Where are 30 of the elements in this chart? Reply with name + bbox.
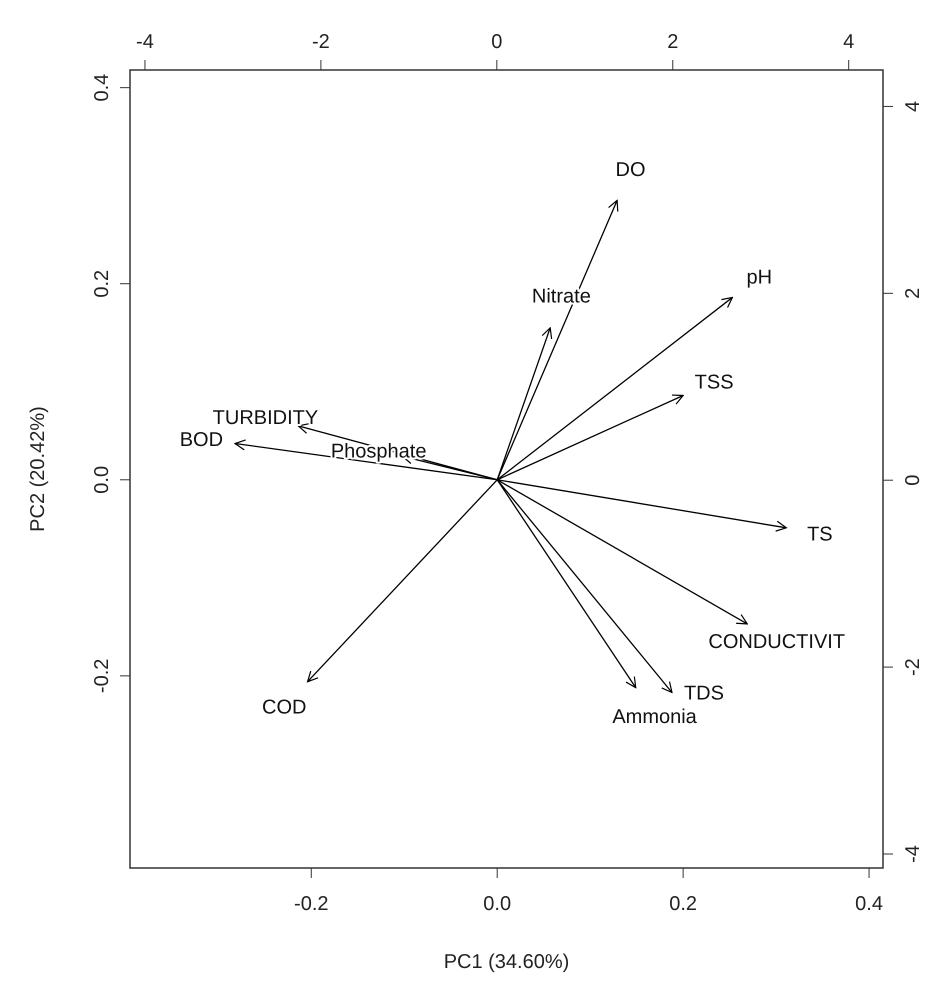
series-label: COD [262, 696, 307, 719]
series-label: Ammonia [612, 706, 698, 728]
series-label: CONDUCTIVIT [708, 630, 846, 653]
x-axis-title: PC1 (34.60%) [444, 951, 570, 973]
y-tick-label: 0.0 [91, 466, 113, 494]
x2-tick-label: 4 [843, 31, 854, 53]
y2-tick-label: 4 [902, 100, 924, 112]
y-tick-label: 0.4 [91, 74, 113, 102]
x-tick-label: 0.0 [483, 893, 512, 915]
y2-tick-label: -2 [902, 658, 924, 676]
y-axis-title: PC2 (20.42%) [27, 406, 49, 532]
series-label: TS [807, 523, 833, 546]
x-tick-label: 0.2 [669, 893, 698, 915]
y2-tick-label: 2 [902, 288, 924, 299]
series-label: TDS [684, 682, 724, 705]
y-tick-label: 0.2 [91, 270, 113, 298]
x2-tick-label: -4 [136, 31, 154, 53]
y-tick-label: -0.2 [91, 658, 113, 694]
x-tick-label: -0.2 [294, 893, 329, 915]
series-label: TSS [694, 371, 734, 394]
series-label: BOD [180, 428, 224, 451]
series-label: DO [616, 159, 646, 182]
series-label: TURBIDITY [212, 406, 318, 429]
y2-tick-label: 0 [902, 474, 924, 486]
series-label: pH [746, 266, 772, 289]
x2-tick-label: -2 [312, 31, 330, 53]
x2-tick-label: 0 [491, 31, 502, 53]
x2-tick-label: 2 [667, 31, 678, 53]
x-tick-label: 0.4 [855, 893, 883, 915]
y2-tick-label: -4 [902, 845, 924, 863]
